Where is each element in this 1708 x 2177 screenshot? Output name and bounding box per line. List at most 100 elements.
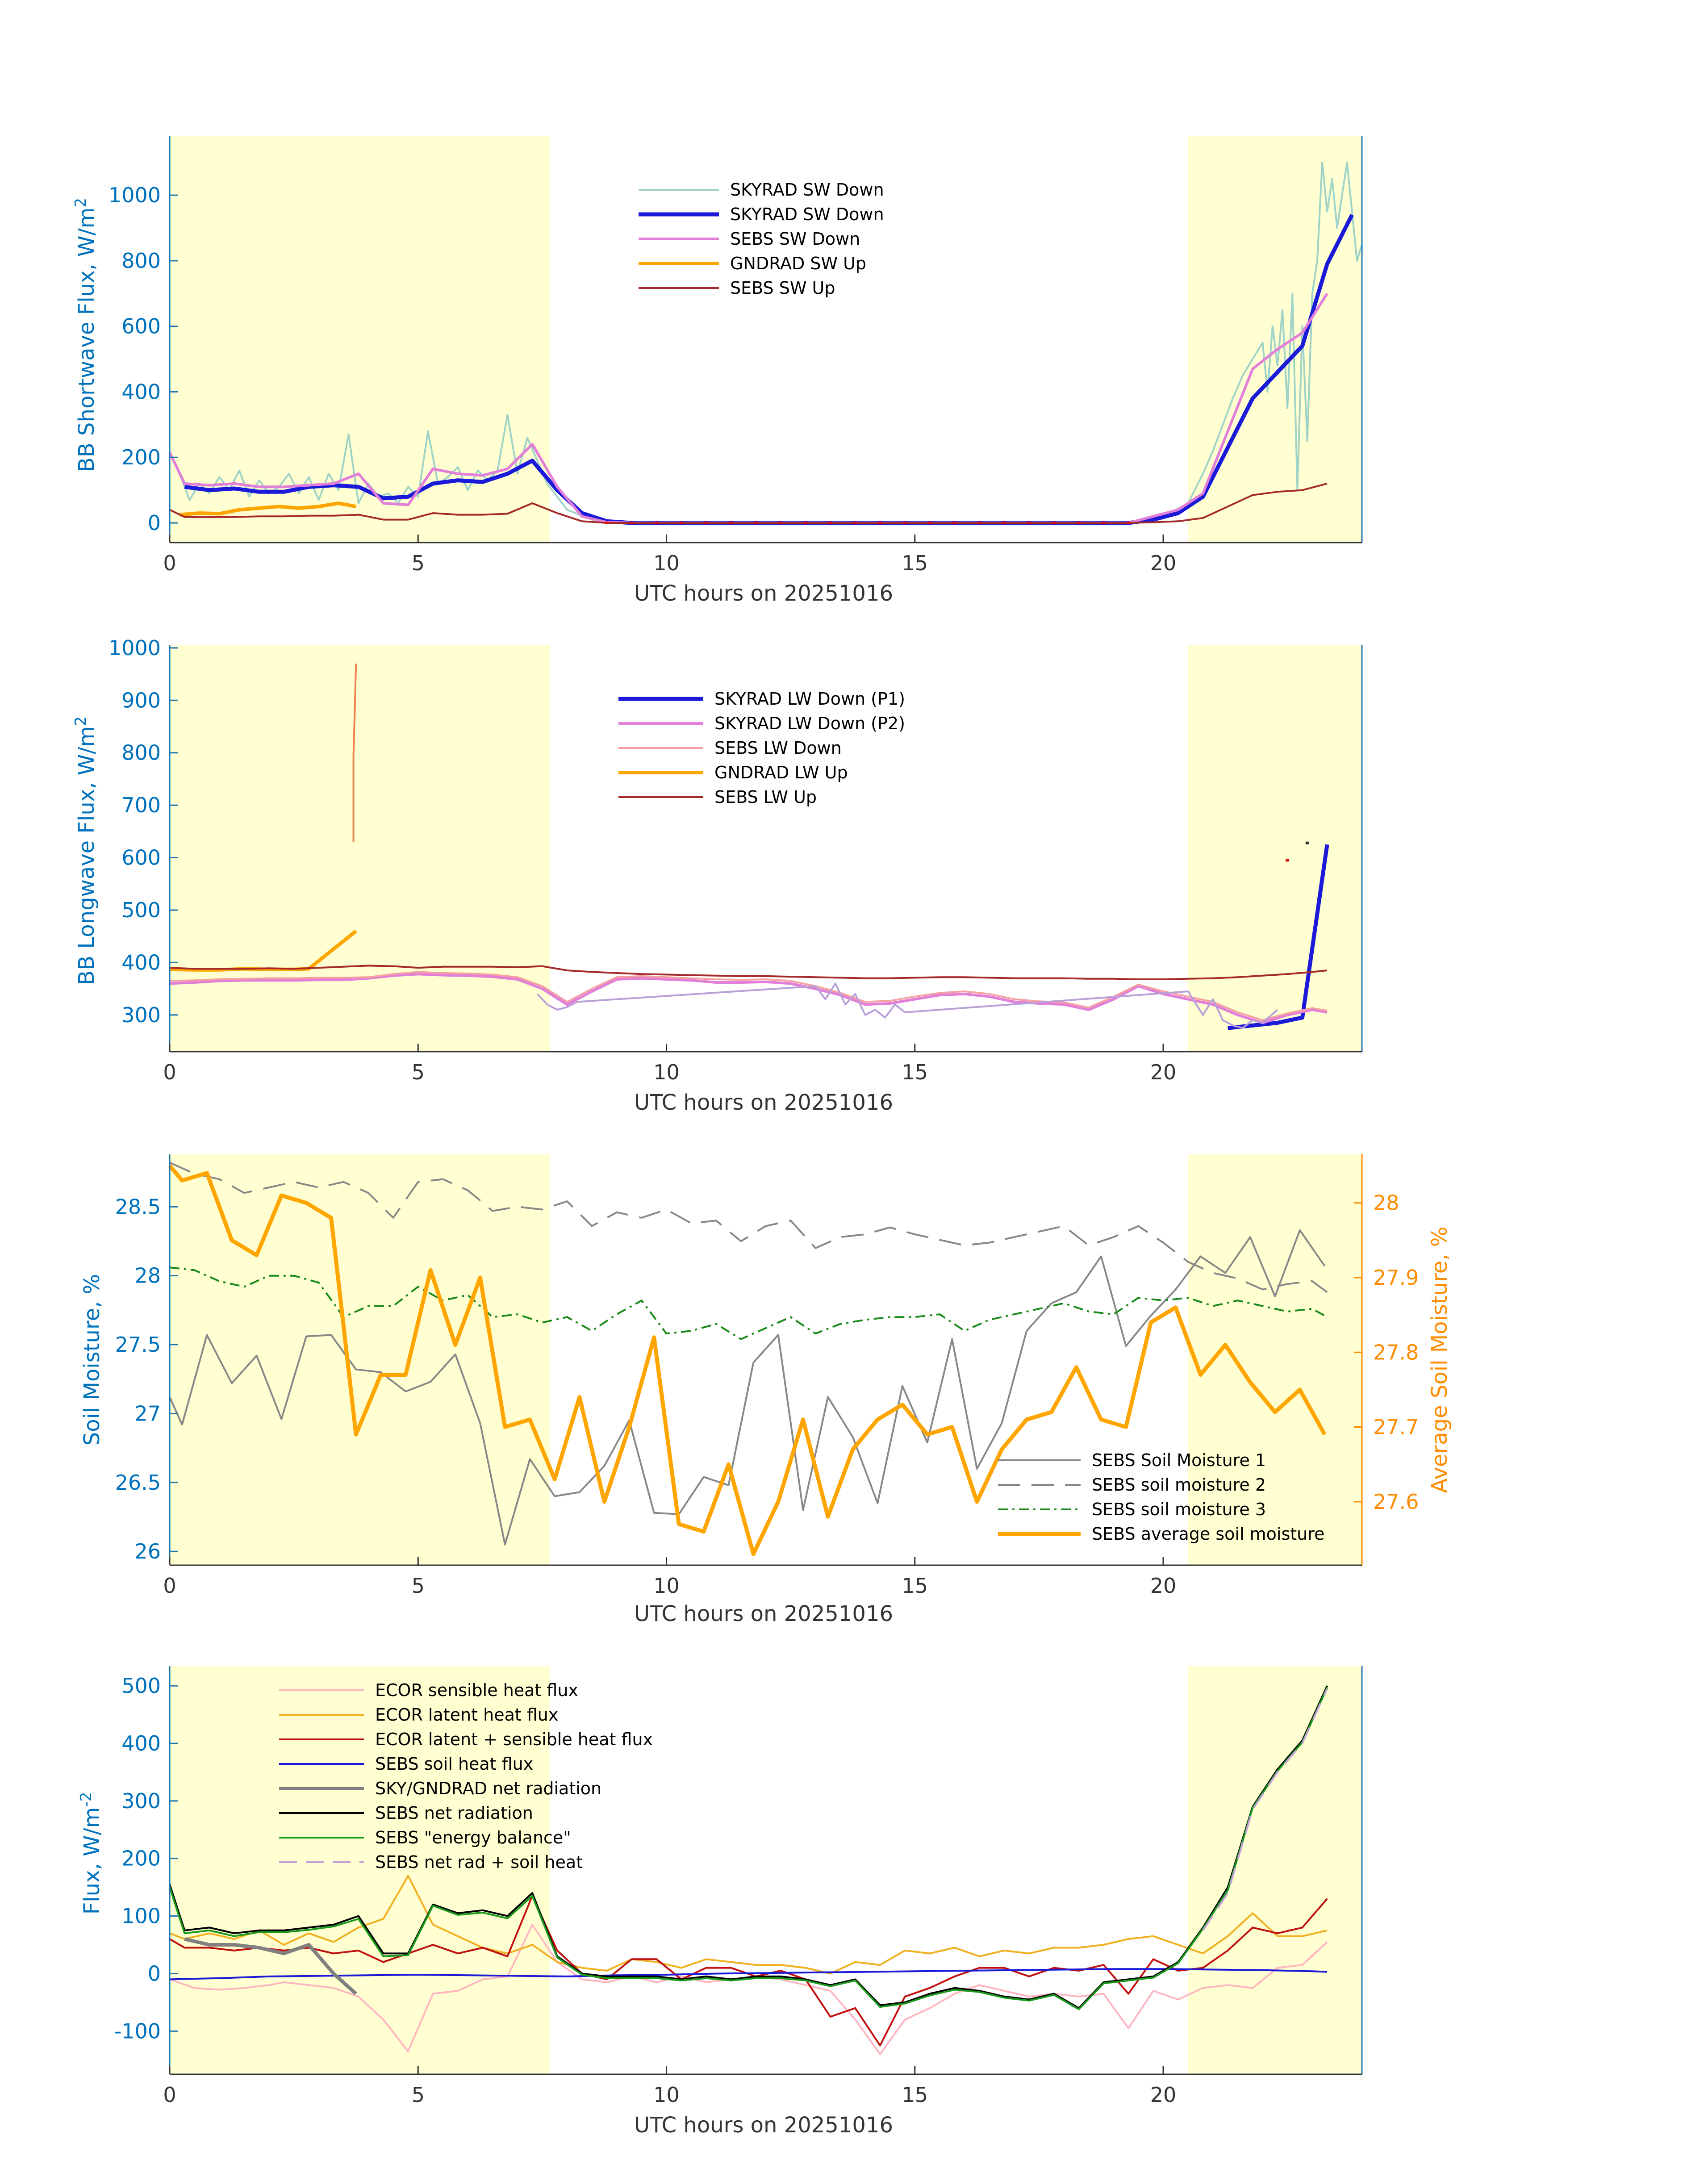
flux-night-shade-0 bbox=[170, 1666, 550, 2074]
sw-ytick-label: 800 bbox=[121, 249, 161, 273]
flux-legend-label-6: SEBS "energy balance" bbox=[375, 1828, 571, 1847]
lw-legend-label-2: SEBS LW Down bbox=[714, 738, 842, 758]
sw-marker-0-14 bbox=[952, 521, 956, 524]
lw-xlabel: UTC hours on 20251016 bbox=[634, 1090, 893, 1115]
flux-ytick-label: 400 bbox=[121, 1731, 161, 1755]
lw-xtick-label: 0 bbox=[163, 1060, 176, 1084]
energy-flux-panel: 0 5 10 15 20 -100 0 100 200 300 400 500 UTC hours o… bbox=[77, 1666, 1363, 2138]
sw-ytick-label: 200 bbox=[121, 445, 161, 469]
lw-marker-0-0 bbox=[1286, 859, 1290, 862]
flux-legend-label-3: SEBS soil heat flux bbox=[375, 1754, 533, 1774]
lw-ytick-label: 500 bbox=[121, 898, 161, 922]
sw-legend-label-3: GNDRAD SW Up bbox=[730, 254, 866, 273]
sw-legend-label-2: SEBS SW Down bbox=[730, 229, 860, 249]
sm-legend: SEBS Soil Moisture 1 SEBS soil moisture 2… bbox=[998, 1450, 1324, 1544]
sw-marker-0-8 bbox=[804, 521, 807, 524]
flux-series-ecor-latent-heat-flux bbox=[169, 1875, 1328, 1975]
flux-xtick-label: 0 bbox=[163, 2083, 176, 2107]
sw-night-shade-0 bbox=[170, 136, 550, 543]
sw-ytick-label: 600 bbox=[121, 314, 161, 338]
lw-series-spike bbox=[352, 664, 357, 842]
flux-legend-label-5: SEBS net radiation bbox=[375, 1803, 533, 1823]
sw-xlabel: UTC hours on 20251016 bbox=[634, 581, 893, 606]
sw-marker-0-16 bbox=[1002, 521, 1006, 524]
sw-ylabel: BB Shortwave Flux, W/m2 bbox=[72, 198, 99, 472]
sw-ytick-label: 1000 bbox=[109, 183, 161, 207]
lw-legend-label-1: SKYRAD LW Down (P2) bbox=[714, 714, 905, 733]
sw-xtick-label: 10 bbox=[653, 551, 680, 575]
flux-ylabel: Flux, W/m-2 bbox=[77, 1792, 104, 1915]
sw-marker-0-0 bbox=[605, 521, 609, 524]
sw-marker-0-4 bbox=[704, 521, 708, 524]
flux-series-ecor-latent-sensible-heat-flux bbox=[169, 1895, 1328, 2047]
sm-ytick2-label: 27.6 bbox=[1373, 1490, 1419, 1514]
sw-xtick-label: 20 bbox=[1150, 551, 1177, 575]
sw-legend: SKYRAD SW Down SKYRAD SW Down SEBS SW Down… bbox=[639, 180, 884, 298]
sw-marker-0-19 bbox=[1077, 521, 1081, 524]
flux-ytick-label: 200 bbox=[121, 1847, 161, 1871]
flux-ytick-label: 500 bbox=[121, 1674, 161, 1698]
flux-ytick-label: 100 bbox=[121, 1904, 161, 1928]
flux-xtick-label: 15 bbox=[902, 2083, 928, 2107]
sw-marker-0-1 bbox=[630, 521, 634, 524]
lw-night-shade-1 bbox=[1188, 645, 1362, 1052]
sm-night-shade-1 bbox=[1188, 1154, 1362, 1565]
flux-series-sebs-net-rad-soil-heat bbox=[1202, 1688, 1328, 1931]
lw-ytick-label: 700 bbox=[121, 793, 161, 817]
sm-series-sebs-soil-moisture-3 bbox=[169, 1266, 1328, 1340]
sw-ytick-label: 400 bbox=[121, 380, 161, 404]
lw-ytick-label: 800 bbox=[121, 741, 161, 765]
sm-ytick-label: 27.5 bbox=[115, 1333, 161, 1357]
sm-ytick2-label: 27.9 bbox=[1373, 1266, 1419, 1290]
flux-series-sebs-net-radiation bbox=[169, 1685, 1328, 2009]
sm-ytick-label: 28.5 bbox=[115, 1195, 161, 1219]
lw-xtick-label: 5 bbox=[412, 1060, 425, 1084]
sw-marker-0-15 bbox=[977, 521, 981, 524]
lw-series-sebs-lw-down bbox=[169, 971, 1328, 1021]
sm-xtick-label: 20 bbox=[1150, 1574, 1177, 1598]
sm-series-sebs-soil-moisture-1 bbox=[169, 1229, 1326, 1546]
sm-ytick2-label: 27.7 bbox=[1373, 1415, 1419, 1439]
sw-xtick-label: 5 bbox=[412, 551, 425, 575]
lw-legend-label-0: SKYRAD LW Down (P1) bbox=[714, 689, 905, 709]
sm-legend-label-3: SEBS average soil moisture bbox=[1092, 1524, 1324, 1544]
sm-ytick2-label: 28 bbox=[1373, 1191, 1399, 1215]
sw-legend-label-4: SEBS SW Up bbox=[730, 278, 835, 298]
sw-legend-label-1: SKYRAD SW Down bbox=[730, 205, 884, 224]
flux-xlabel: UTC hours on 20251016 bbox=[634, 2113, 893, 2138]
sm-xtick-label: 15 bbox=[902, 1574, 928, 1598]
longwave-panel: 0 5 10 15 20 300 400 500 600 700 800 900 1000 UTC ho… bbox=[72, 636, 1363, 1115]
sm-xlabel: UTC hours on 20251016 bbox=[634, 1601, 893, 1626]
lw-series-sebs-lw-up bbox=[169, 965, 1328, 980]
sm-legend-label-1: SEBS soil moisture 2 bbox=[1092, 1475, 1266, 1495]
sw-marker-0-9 bbox=[828, 521, 832, 524]
flux-ytick-label: 0 bbox=[148, 1961, 161, 1985]
sm-xtick-label: 10 bbox=[653, 1574, 680, 1598]
sw-xtick-label: 0 bbox=[163, 551, 176, 575]
sw-ytick-label: 0 bbox=[148, 511, 161, 535]
sm-ytick-label: 26.5 bbox=[115, 1471, 161, 1495]
sw-marker-0-21 bbox=[1127, 521, 1131, 524]
lw-series-p2-raw bbox=[536, 982, 1278, 1029]
lw-ytick-label: 1000 bbox=[109, 636, 161, 660]
lw-legend-label-4: SEBS LW Up bbox=[714, 787, 817, 807]
flux-legend-label-4: SKY/GNDRAD net radiation bbox=[375, 1779, 601, 1798]
lw-ytick-label: 300 bbox=[121, 1003, 161, 1027]
lw-ytick-label: 900 bbox=[121, 688, 161, 712]
sw-series-skyrad-sw-down bbox=[184, 214, 1354, 525]
sw-series-sebs-sw-up bbox=[169, 482, 1328, 524]
sw-marker-0-5 bbox=[729, 521, 733, 524]
lw-xtick-label: 20 bbox=[1150, 1060, 1177, 1084]
sw-xtick-label: 15 bbox=[902, 551, 928, 575]
sw-marker-0-18 bbox=[1052, 521, 1056, 524]
lw-marker-1-0 bbox=[1305, 841, 1309, 844]
sm-ylabel-right: Average Soil Moisture, % bbox=[1427, 1227, 1452, 1493]
flux-legend-label-2: ECOR latent + sensible heat flux bbox=[375, 1730, 653, 1749]
flux-legend-label-0: ECOR sensible heat flux bbox=[375, 1680, 578, 1700]
flux-series-sky-gndrad-net-radiation bbox=[184, 1937, 357, 1995]
lw-legend-label-3: GNDRAD LW Up bbox=[714, 763, 848, 782]
flux-night-shade-1 bbox=[1188, 1666, 1362, 2074]
sm-legend-label-2: SEBS soil moisture 3 bbox=[1092, 1500, 1266, 1519]
sm-ytick2-label: 27.8 bbox=[1373, 1340, 1419, 1364]
